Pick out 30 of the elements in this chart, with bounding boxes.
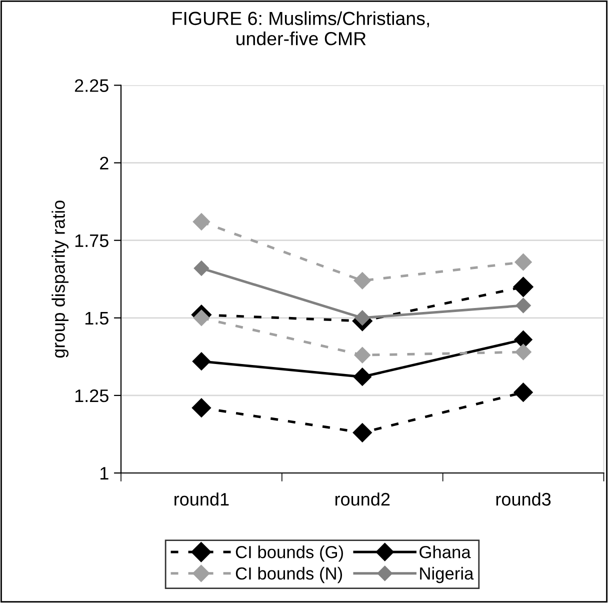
y-tick-label: 1	[100, 467, 108, 480]
point	[354, 272, 371, 290]
point	[516, 298, 531, 314]
y-tick-label: 1.75	[75, 234, 108, 248]
point	[353, 368, 372, 386]
y-tick-label: 2.25	[74, 79, 108, 92]
legend-label: CI bounds (N)	[236, 566, 342, 584]
point	[515, 344, 532, 360]
point	[514, 254, 532, 271]
y-tick-label: 2	[100, 156, 108, 170]
x-tick-label: round3	[496, 492, 551, 506]
x-tick-label: round1	[174, 492, 229, 506]
y-tick-label: 1.25	[75, 389, 108, 402]
legend-label: Ghana	[420, 546, 471, 558]
legend-label: CI bounds (G)	[236, 546, 343, 562]
x-tick-label: round2	[335, 492, 390, 506]
point	[192, 398, 211, 418]
point	[513, 276, 534, 297]
point	[192, 352, 210, 370]
y-axis-title: group disparity ratio	[52, 200, 68, 358]
point	[194, 260, 210, 276]
legend-label: Nigeria	[420, 566, 474, 584]
point	[354, 310, 370, 326]
point	[192, 213, 210, 230]
point	[354, 347, 370, 364]
chart-title: FIGURE 6: Muslims/Christians, under-five CMR	[172, 11, 429, 46]
point	[514, 382, 533, 402]
y-tick-label: 1.5	[85, 312, 108, 325]
point	[352, 423, 372, 442]
point	[193, 310, 210, 326]
